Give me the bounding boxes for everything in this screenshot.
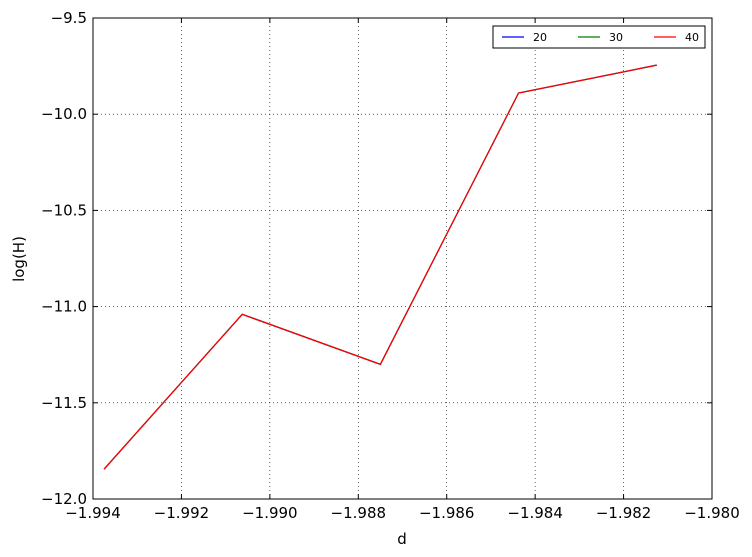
legend: 20 30 40 [492, 25, 706, 49]
x-tick-label: −1.994 [65, 504, 121, 522]
series-layer [103, 64, 657, 470]
legend-label-30: 30 [609, 31, 623, 44]
x-tick-label: −1.992 [154, 504, 210, 522]
y-tick-label: −10.0 [41, 105, 87, 123]
legend-label-40: 40 [685, 31, 699, 44]
tick-labels: −1.994 −1.992 −1.990 −1.988 −1.986 −1.984 −1.9… [41, 9, 740, 522]
y-tick-label: −10.5 [41, 201, 87, 219]
x-tick-label: −1.988 [331, 504, 387, 522]
y-tick-label: −9.5 [51, 9, 87, 27]
x-tick-label: −1.980 [684, 504, 740, 522]
y-tick-label: −11.0 [41, 298, 87, 316]
x-tick-label: −1.982 [596, 504, 652, 522]
y-tick-label: −11.5 [41, 394, 87, 412]
y-tick-label: −12.0 [41, 490, 87, 508]
x-tick-label: −1.990 [242, 504, 298, 522]
y-axis-label: log(H) [10, 236, 28, 282]
x-tick-label: −1.986 [419, 504, 475, 522]
plot-background [93, 18, 712, 499]
x-axis-label: d [397, 530, 407, 548]
legend-label-20: 20 [533, 31, 547, 44]
tick-marks [92, 17, 713, 500]
series-line-40 [103, 64, 657, 470]
x-tick-label: −1.984 [507, 504, 563, 522]
plot-frame [92, 17, 713, 500]
grid-lines [93, 18, 712, 499]
